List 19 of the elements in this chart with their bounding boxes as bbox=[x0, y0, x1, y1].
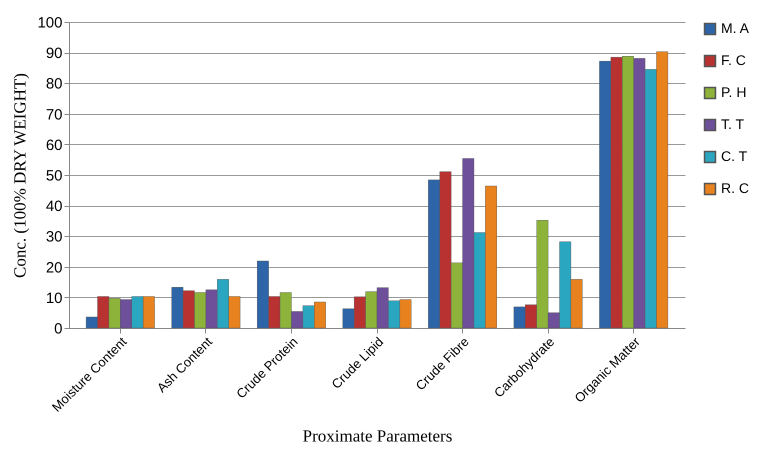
legend-label: M. A bbox=[721, 20, 750, 36]
y-tick-label: 90 bbox=[46, 45, 62, 62]
y-tick-label: 40 bbox=[46, 198, 62, 216]
y-tick-label: 80 bbox=[46, 76, 62, 93]
y-tick-label: 70 bbox=[46, 106, 62, 124]
legend-label: C. T bbox=[721, 148, 748, 164]
legend-label: P. H bbox=[721, 84, 746, 100]
y-tick-label: 10 bbox=[46, 290, 62, 307]
legend-label: R. C bbox=[721, 180, 749, 196]
y-tick-label: 50 bbox=[46, 168, 62, 184]
x-axis-title: Proximate Parameters bbox=[302, 426, 452, 446]
y-tick-label: 0 bbox=[54, 320, 62, 338]
y-tick-label: 30 bbox=[46, 228, 62, 246]
y-axis-title: Conc. (100% DRY WEIGHT) bbox=[10, 73, 30, 278]
y-tick-label: 60 bbox=[46, 136, 62, 154]
legend-label: T. T bbox=[721, 116, 745, 132]
legend-label: F. C bbox=[721, 52, 746, 68]
y-tick-label: 20 bbox=[46, 259, 62, 276]
y-tick-label: 100 bbox=[37, 14, 62, 32]
